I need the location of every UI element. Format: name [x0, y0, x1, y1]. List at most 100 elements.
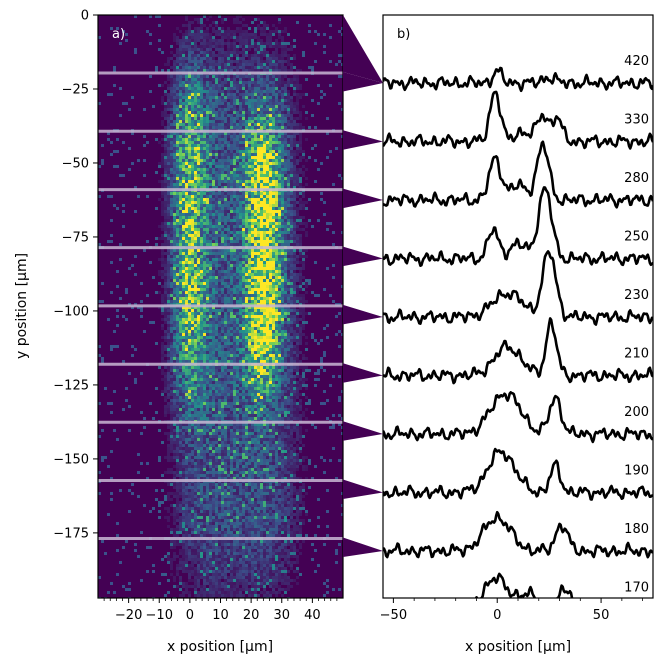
heatmap-cell	[251, 153, 254, 156]
heatmap-cell	[167, 159, 170, 162]
heatmap-cell	[287, 135, 290, 138]
heatmap-cell	[212, 324, 215, 327]
heatmap-cell	[173, 195, 176, 198]
heatmap-cell	[239, 249, 242, 252]
heatmap-cell	[215, 69, 218, 72]
heatmap-cell	[227, 225, 230, 228]
heatmap-cell	[164, 63, 167, 66]
heatmap-cell	[278, 156, 281, 159]
heatmap-cell	[251, 288, 254, 291]
heatmap-cell	[281, 288, 284, 291]
heatmap-cell	[215, 84, 218, 87]
heatmap-cell	[239, 276, 242, 279]
heatmap-cell	[263, 186, 266, 189]
heatmap-cell	[239, 297, 242, 300]
heatmap-cell	[254, 198, 257, 201]
heatmap-cell	[260, 186, 263, 189]
heatmap-cell	[194, 309, 197, 312]
heatmap-cell	[101, 162, 104, 165]
heatmap-cell	[296, 183, 299, 186]
heatmap-cell	[188, 75, 191, 78]
heatmap-cell	[233, 60, 236, 63]
heatmap-cell	[206, 36, 209, 39]
heatmap-cell	[191, 285, 194, 288]
heatmap-cell	[266, 288, 269, 291]
heatmap-cell	[203, 87, 206, 90]
heatmap-cell	[176, 324, 179, 327]
heatmap-cell	[185, 135, 188, 138]
heatmap-cell	[200, 117, 203, 120]
heatmap-cell	[254, 48, 257, 51]
heatmap-cell	[242, 39, 245, 42]
heatmap-cell	[209, 276, 212, 279]
heatmap-cell	[293, 255, 296, 258]
heatmap-cell	[239, 153, 242, 156]
heatmap-cell	[236, 27, 239, 30]
heatmap-cell	[281, 87, 284, 90]
heatmap-cell	[233, 201, 236, 204]
heatmap-cell	[293, 132, 296, 135]
heatmap-cell	[203, 273, 206, 276]
heatmap-cell	[248, 201, 251, 204]
heatmap-cell	[269, 168, 272, 171]
heatmap-cell	[242, 174, 245, 177]
heatmap-cell	[179, 237, 182, 240]
heatmap-cell	[302, 288, 305, 291]
heatmap-cell	[275, 273, 278, 276]
heatmap-cell	[269, 135, 272, 138]
heatmap-cell	[158, 165, 161, 168]
heatmap-cell	[170, 57, 173, 60]
heatmap-cell	[272, 237, 275, 240]
heatmap-cell	[260, 183, 263, 186]
heatmap-cell	[200, 156, 203, 159]
heatmap-cell	[167, 222, 170, 225]
heatmap-cell	[281, 309, 284, 312]
heatmap-cell	[254, 294, 257, 297]
heatmap-cell	[281, 330, 284, 333]
heatmap-cell	[278, 183, 281, 186]
heatmap-cell	[188, 45, 191, 48]
heatmap-cell	[266, 231, 269, 234]
heatmap-cell	[167, 93, 170, 96]
heatmap-cell	[251, 315, 254, 318]
heatmap-cell	[179, 270, 182, 273]
heatmap-cell	[260, 63, 263, 66]
heatmap-cell	[212, 60, 215, 63]
heatmap-cell	[272, 132, 275, 135]
heatmap-cell	[158, 162, 161, 165]
heatmap-cell	[221, 279, 224, 282]
heatmap-cell	[233, 195, 236, 198]
heatmap-cell	[194, 138, 197, 141]
heatmap-cell	[170, 204, 173, 207]
heatmap-cell	[164, 213, 167, 216]
heatmap-cell	[161, 309, 164, 312]
heatmap-cell	[230, 162, 233, 165]
heatmap-cell	[209, 132, 212, 135]
heatmap-cell	[248, 204, 251, 207]
heatmap-cell	[287, 201, 290, 204]
heatmap-cell	[212, 153, 215, 156]
heatmap-cell	[275, 96, 278, 99]
heatmap-cell	[275, 123, 278, 126]
heatmap-cell	[257, 99, 260, 102]
heatmap-cell	[287, 324, 290, 327]
heatmap-cell	[272, 63, 275, 66]
heatmap-cell	[248, 171, 251, 174]
heatmap-cell	[164, 300, 167, 303]
heatmap-cell	[209, 183, 212, 186]
heatmap-cell	[191, 138, 194, 141]
heatmap-cell	[203, 24, 206, 27]
heatmap-cell	[167, 291, 170, 294]
heatmap-cell	[182, 39, 185, 42]
heatmap-cell	[239, 204, 242, 207]
heatmap-cell	[179, 153, 182, 156]
heatmap-cell	[197, 162, 200, 165]
heatmap-cell	[170, 144, 173, 147]
heatmap-cell	[212, 162, 215, 165]
heatmap-cell	[275, 144, 278, 147]
heatmap-cell	[305, 159, 308, 162]
heatmap-cell	[308, 126, 311, 129]
heatmap-cell	[191, 174, 194, 177]
heatmap-cell	[254, 261, 257, 264]
heatmap-cell	[164, 252, 167, 255]
